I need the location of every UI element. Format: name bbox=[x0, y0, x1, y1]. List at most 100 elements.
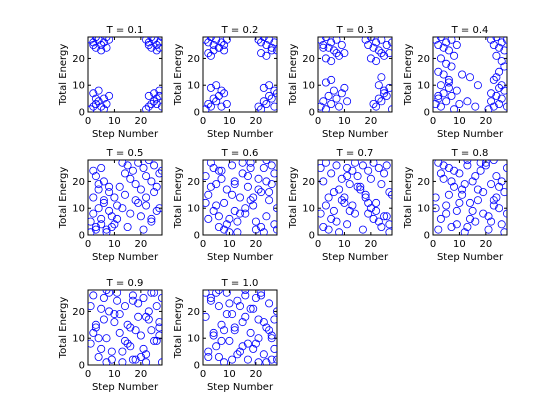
data-point bbox=[447, 177, 456, 186]
data-point bbox=[99, 315, 108, 324]
data-point bbox=[123, 161, 132, 170]
data-point bbox=[388, 190, 392, 199]
x-tick-label: 10 bbox=[338, 239, 351, 250]
data-point bbox=[214, 352, 223, 361]
data-point bbox=[204, 347, 213, 356]
data-point bbox=[155, 318, 162, 327]
data-point bbox=[246, 304, 255, 313]
data-point bbox=[369, 160, 378, 167]
data-point bbox=[361, 190, 370, 199]
data-point bbox=[257, 38, 266, 47]
x-tick-label: 20 bbox=[479, 239, 492, 250]
data-point bbox=[97, 163, 106, 172]
data-point bbox=[235, 302, 244, 311]
data-point bbox=[364, 198, 373, 207]
data-point bbox=[436, 54, 445, 63]
data-point bbox=[324, 225, 333, 234]
data-point bbox=[259, 97, 268, 106]
subplot-title: T = 0.8 bbox=[451, 148, 489, 159]
data-point bbox=[246, 328, 255, 337]
x-tick-label: 0 bbox=[200, 369, 206, 380]
data-point bbox=[265, 81, 274, 90]
data-point bbox=[99, 177, 108, 186]
data-point bbox=[209, 41, 218, 50]
data-point bbox=[257, 291, 266, 300]
data-point bbox=[385, 83, 392, 92]
data-point bbox=[217, 174, 226, 183]
data-point bbox=[203, 172, 210, 181]
data-point bbox=[265, 326, 274, 335]
data-point bbox=[492, 51, 501, 60]
x-tick-label: 10 bbox=[108, 239, 121, 250]
data-point bbox=[241, 291, 250, 300]
data-point bbox=[217, 166, 226, 175]
data-point bbox=[121, 302, 130, 311]
y-tick-label: 20 bbox=[302, 177, 315, 188]
data-point bbox=[345, 206, 354, 215]
data-point bbox=[110, 220, 119, 229]
data-point bbox=[254, 37, 263, 44]
subplot-title: T = 0.6 bbox=[221, 148, 259, 159]
data-point bbox=[107, 212, 116, 221]
data-point bbox=[233, 217, 242, 226]
data-point bbox=[155, 331, 162, 340]
data-point bbox=[155, 43, 162, 52]
data-point bbox=[318, 209, 325, 218]
data-point bbox=[262, 177, 271, 186]
x-axis-label: Step Number bbox=[322, 252, 389, 263]
data-point bbox=[230, 180, 239, 189]
data-point bbox=[340, 49, 349, 58]
data-point bbox=[89, 166, 98, 175]
subplot-7: 0 10 20 0 10 20 T = 0.8 Step Number Total Energy bbox=[403, 148, 508, 263]
data-point bbox=[318, 164, 325, 172]
data-point bbox=[150, 188, 159, 197]
data-point bbox=[465, 198, 474, 207]
data-point bbox=[155, 204, 162, 213]
data-point bbox=[471, 172, 480, 181]
data-point bbox=[220, 358, 229, 365]
data-point bbox=[366, 204, 375, 213]
data-point bbox=[134, 160, 143, 167]
data-point bbox=[204, 190, 213, 199]
data-point bbox=[105, 37, 114, 44]
data-point bbox=[147, 177, 156, 186]
data-point bbox=[476, 160, 485, 167]
y-tick-label: 20 bbox=[72, 54, 85, 65]
data-point bbox=[319, 222, 328, 231]
data-point bbox=[222, 185, 231, 194]
y-axis-label: Total Energy bbox=[58, 167, 69, 230]
data-point bbox=[91, 172, 100, 181]
data-point bbox=[259, 228, 268, 235]
data-point bbox=[136, 185, 145, 194]
data-point bbox=[489, 201, 498, 210]
data-point bbox=[324, 43, 333, 52]
x-tick-label: 0 bbox=[315, 239, 321, 250]
data-point bbox=[126, 342, 135, 351]
x-axis-label: Step Number bbox=[92, 382, 159, 393]
y-tick-label: 20 bbox=[417, 177, 430, 188]
data-point bbox=[489, 102, 498, 111]
data-point bbox=[147, 290, 156, 297]
x-tick-label: 10 bbox=[338, 116, 351, 127]
data-point bbox=[327, 169, 336, 178]
data-point bbox=[265, 37, 274, 44]
data-point bbox=[465, 73, 474, 82]
data-point bbox=[134, 312, 143, 321]
data-point bbox=[102, 334, 111, 343]
data-point bbox=[450, 51, 459, 60]
data-point bbox=[380, 89, 389, 98]
data-point bbox=[251, 339, 260, 348]
x-tick-label: 20 bbox=[134, 369, 147, 380]
data-point bbox=[377, 49, 386, 58]
data-point bbox=[321, 160, 330, 167]
data-point bbox=[318, 102, 325, 111]
data-point bbox=[152, 302, 161, 311]
x-tick-label: 10 bbox=[223, 116, 236, 127]
data-point bbox=[131, 326, 140, 335]
data-point bbox=[233, 228, 242, 235]
data-point bbox=[321, 54, 330, 63]
data-point bbox=[434, 160, 443, 167]
data-point bbox=[372, 102, 381, 111]
data-point bbox=[142, 350, 151, 359]
data-point bbox=[434, 94, 443, 103]
